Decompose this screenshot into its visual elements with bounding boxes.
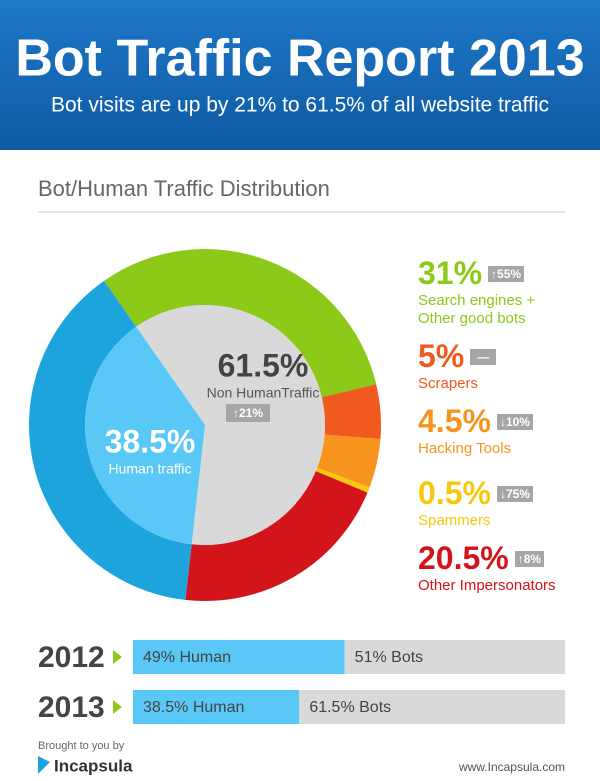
arrow — [113, 650, 122, 664]
legend-item: 31% ↑55% Search engines + Other good bots — [418, 255, 593, 328]
header-band — [0, 0, 600, 150]
donut-segment — [29, 280, 192, 600]
inner-wedge — [136, 305, 325, 545]
inner-value: 38.5% — [105, 423, 196, 459]
brand: Incapsula — [54, 756, 133, 775]
legend-row: 4.5% ↓10% — [418, 403, 593, 440]
legend-value: 20.5% — [418, 540, 509, 576]
section-title: Bot/Human Traffic Distribution — [38, 176, 330, 201]
url: www.Incapsula.com — [458, 760, 565, 774]
legend-label: Scrapers — [418, 375, 479, 392]
title: Bot Traffic Report 2013 — [15, 30, 584, 88]
donut-segment — [185, 471, 368, 601]
bar-segment — [133, 640, 345, 674]
legend-item: 20.5% ↑8% Other Impersonators — [418, 540, 593, 595]
legend-label: Spammers — [418, 512, 491, 529]
bar-segment — [344, 640, 565, 674]
legend-change: ↓75% — [496, 485, 533, 502]
inner-value: 61.5% — [218, 347, 309, 383]
donut-segment — [104, 248, 377, 398]
bar-label: 49% Human — [143, 649, 231, 666]
inner-label: Human traffic — [109, 461, 192, 477]
legend-value: 5% — [418, 338, 465, 374]
change-badge — [226, 404, 270, 422]
donut-segment — [315, 467, 370, 493]
credit: Brought to you by — [38, 740, 125, 752]
legend-value: 31% — [418, 255, 483, 291]
legend-item: 5% — Scrapers — [418, 338, 593, 393]
logo-icon — [38, 756, 50, 774]
legend-row: 31% ↑55% — [418, 255, 593, 292]
bar-segment — [299, 690, 565, 724]
arrow — [113, 700, 122, 714]
legend-item: 4.5% ↓10% Hacking Tools — [418, 403, 593, 458]
legend-row: 20.5% ↑8% — [418, 540, 593, 577]
subtitle: Bot visits are up by 21% to 61.5% of all… — [51, 94, 549, 117]
legend-item: 0.5% ↓75% Spammers — [418, 475, 593, 530]
legend-change: ↓10% — [496, 413, 533, 430]
bar-label: 38.5% Human — [143, 699, 244, 716]
inner-change: ↑21% — [233, 406, 263, 420]
inner-label: Non HumanTraffic — [207, 385, 320, 401]
donut-segment — [317, 434, 381, 488]
inner-wedge — [84, 326, 205, 545]
year-label: 2012 — [38, 641, 105, 674]
legend-row: 0.5% ↓75% — [418, 475, 593, 512]
bar-label: 61.5% Bots — [309, 699, 391, 716]
donut-segment — [321, 384, 381, 440]
legend-change: — — [470, 348, 497, 365]
legend-change: ↑8% — [514, 550, 545, 567]
bar-label: 51% Bots — [355, 649, 423, 666]
year-label: 2013 — [38, 691, 105, 724]
legend-change: ↑55% — [488, 265, 525, 282]
legend-row: 5% — — [418, 338, 593, 375]
legend-label: Other Impersonators — [418, 577, 556, 594]
legend-label: Hacking Tools — [418, 440, 512, 457]
legend-label: Search engines + Other good bots — [418, 292, 536, 327]
legend-value: 4.5% — [418, 403, 491, 439]
legend-value: 0.5% — [418, 475, 491, 511]
bar-segment — [133, 690, 300, 724]
